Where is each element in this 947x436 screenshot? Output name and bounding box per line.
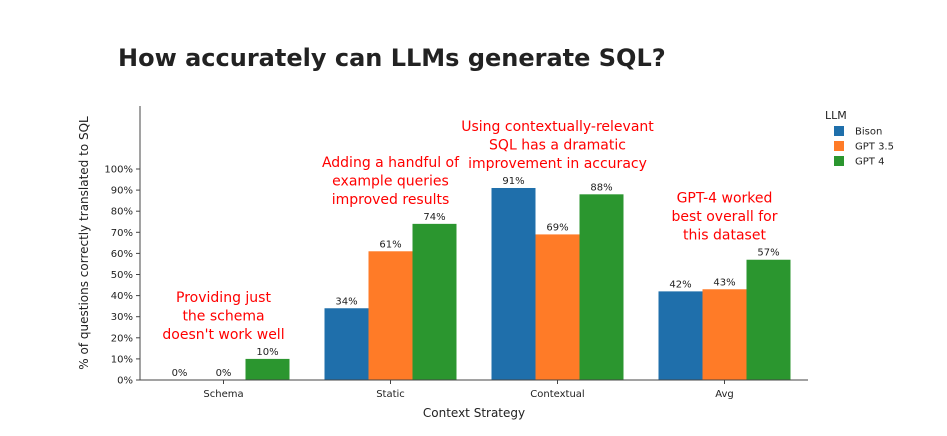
bar-value-label: 0% [216, 368, 232, 379]
x-axis-ticks: Schema Static Contextual Avg [203, 380, 734, 400]
annotation-line: example queries [332, 173, 449, 189]
legend-item: GPT 3.5 [834, 141, 894, 153]
y-tick-label: 0% [117, 376, 133, 387]
legend-label: GPT 4 [855, 157, 884, 168]
bar [746, 259, 791, 380]
y-tick-label: 50% [111, 270, 133, 281]
bar-value-label: 74% [423, 212, 445, 223]
annotation-line: SQL has a dramatic [489, 137, 626, 153]
annotation-line: Adding a handful of [322, 155, 460, 171]
annotation-line: Providing just [176, 290, 271, 306]
x-tick-label: Static [376, 389, 405, 400]
legend-label: GPT 3.5 [855, 142, 894, 153]
bar-value-label: 0% [172, 368, 188, 379]
legend-swatch [834, 126, 844, 136]
bars [245, 187, 791, 380]
chart-title: How accurately can LLMs generate SQL? [118, 44, 666, 72]
y-tick-label: 40% [111, 291, 133, 302]
bar-value-label: 91% [502, 176, 524, 187]
annotation: Adding a handful of example queries improv… [322, 155, 460, 208]
legend: LLM Bison GPT 3.5 GPT 4 [825, 109, 894, 168]
bar [324, 308, 369, 380]
annotation-line: doesn't work well [162, 327, 284, 343]
annotation: GPT-4 worked best overall for this dataset [671, 191, 777, 244]
bar [491, 187, 536, 380]
bar-value-label: 57% [757, 248, 779, 259]
annotation-line: GPT-4 worked [677, 191, 773, 207]
annotations: Providing just the schema doesn't work wel… [162, 119, 777, 343]
bar-value-label: 88% [590, 182, 612, 193]
y-tick-label: 80% [111, 207, 133, 218]
bar [579, 194, 624, 380]
y-tick-label: 90% [111, 186, 133, 197]
annotation-line: best overall for [671, 209, 777, 225]
bar [702, 289, 747, 380]
x-tick-label: Contextual [530, 389, 584, 400]
bar [658, 291, 703, 380]
annotation: Using contextually-relevant SQL has a dra… [461, 119, 654, 172]
annotation-line: improvement in accuracy [468, 156, 647, 172]
x-tick-label: Schema [203, 389, 243, 400]
y-tick-label: 70% [111, 228, 133, 239]
y-axis-title: % of questions correctly translated to S… [77, 116, 91, 370]
bar-value-label: 61% [379, 239, 401, 250]
x-tick-label: Avg [715, 389, 734, 400]
legend-swatch [834, 156, 844, 166]
x-axis-title: Context Strategy [423, 406, 525, 420]
bar [412, 223, 457, 380]
y-tick-label: 30% [111, 312, 133, 323]
y-tick-label: 20% [111, 333, 133, 344]
bar-value-label: 42% [669, 279, 691, 290]
annotation: Providing just the schema doesn't work wel… [162, 290, 284, 343]
y-tick-label: 100% [104, 165, 133, 176]
bar [245, 358, 290, 380]
bar-value-label: 10% [256, 347, 278, 358]
legend-item: Bison [834, 126, 882, 138]
y-axis-ticks: 0% 10% 20% 30% 40% 50% 60% 70% 80% 90% 100% [104, 165, 140, 387]
bar-value-label: 34% [335, 296, 357, 307]
data-labels: 0% 0% 10% 34% 61% 74% 91% 69% 88% 42% 43% 57% [172, 176, 780, 379]
legend-title: LLM [825, 109, 847, 122]
annotation-line: Using contextually-relevant [461, 119, 654, 135]
y-tick-label: 10% [111, 354, 133, 365]
bar [368, 251, 413, 380]
y-tick-label: 60% [111, 249, 133, 260]
legend-item: GPT 4 [834, 156, 884, 168]
bar-value-label: 43% [713, 277, 735, 288]
bar [535, 234, 580, 380]
annotation-line: the schema [182, 308, 264, 324]
bar-value-label: 69% [546, 222, 568, 233]
legend-label: Bison [855, 127, 882, 138]
annotation-line: improved results [332, 192, 450, 208]
annotation-line: this dataset [683, 228, 766, 244]
legend-swatch [834, 141, 844, 151]
